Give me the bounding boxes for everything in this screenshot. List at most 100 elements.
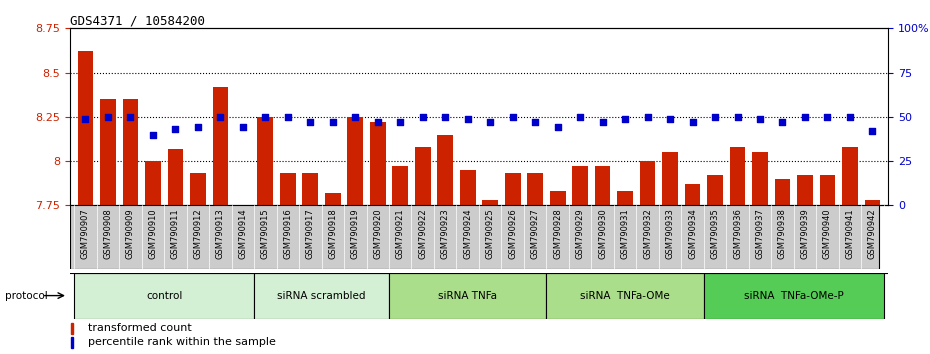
Text: GSM790935: GSM790935: [711, 209, 720, 259]
Text: GSM790919: GSM790919: [351, 209, 360, 259]
Text: control: control: [146, 291, 182, 301]
Point: [213, 114, 228, 120]
Text: siRNA  TNFa-OMe: siRNA TNFa-OMe: [580, 291, 670, 301]
Point: [730, 114, 745, 120]
Text: GSM790929: GSM790929: [576, 209, 585, 259]
Bar: [752, 152, 768, 205]
Point: [123, 114, 138, 120]
Point: [100, 114, 115, 120]
Point: [775, 119, 790, 125]
Bar: [280, 173, 296, 205]
Text: GSM790907: GSM790907: [81, 209, 90, 259]
Text: GSM790920: GSM790920: [373, 209, 382, 259]
Bar: [865, 200, 881, 205]
Point: [78, 116, 93, 121]
Point: [392, 119, 407, 125]
Point: [438, 114, 453, 120]
Bar: [662, 152, 678, 205]
Bar: [842, 147, 857, 205]
Point: [370, 119, 385, 125]
Text: GSM790913: GSM790913: [216, 209, 225, 259]
Bar: [415, 147, 431, 205]
Point: [303, 119, 318, 125]
Text: GSM790921: GSM790921: [396, 209, 405, 259]
Bar: [550, 191, 565, 205]
Bar: [392, 166, 408, 205]
Text: GSM790908: GSM790908: [103, 209, 113, 259]
Text: GDS4371 / 10584200: GDS4371 / 10584200: [70, 14, 205, 27]
Bar: [505, 173, 521, 205]
Point: [843, 114, 857, 120]
Text: GSM790922: GSM790922: [418, 209, 427, 259]
Point: [145, 132, 160, 137]
Bar: [74, 273, 254, 319]
Bar: [437, 135, 453, 205]
Bar: [618, 191, 633, 205]
Point: [662, 116, 677, 121]
Text: GSM790936: GSM790936: [733, 209, 742, 259]
Bar: [72, 337, 73, 348]
Text: GSM790942: GSM790942: [868, 209, 877, 259]
Point: [483, 119, 498, 125]
Bar: [547, 273, 704, 319]
Point: [191, 125, 206, 130]
Point: [865, 128, 880, 134]
Point: [640, 114, 655, 120]
Text: GSM790916: GSM790916: [284, 209, 292, 259]
Bar: [819, 175, 835, 205]
Text: GSM790909: GSM790909: [126, 209, 135, 259]
Bar: [325, 193, 340, 205]
Bar: [258, 117, 273, 205]
Text: protocol: protocol: [5, 291, 47, 301]
Text: GSM790930: GSM790930: [598, 209, 607, 259]
Text: GSM790912: GSM790912: [193, 209, 203, 259]
Bar: [704, 273, 884, 319]
Bar: [72, 323, 73, 334]
Text: transformed count: transformed count: [87, 323, 192, 333]
Bar: [640, 161, 656, 205]
Point: [168, 126, 183, 132]
Bar: [572, 166, 588, 205]
Bar: [797, 175, 813, 205]
Text: GSM790917: GSM790917: [306, 209, 315, 259]
Text: GSM790928: GSM790928: [553, 209, 562, 259]
Text: GSM790923: GSM790923: [441, 209, 450, 259]
Text: percentile rank within the sample: percentile rank within the sample: [87, 337, 275, 348]
Bar: [213, 87, 228, 205]
Bar: [100, 99, 116, 205]
Point: [326, 119, 340, 125]
Text: GSM790926: GSM790926: [508, 209, 517, 259]
Bar: [775, 179, 790, 205]
Point: [798, 114, 813, 120]
Text: siRNA scrambled: siRNA scrambled: [277, 291, 365, 301]
Point: [708, 114, 723, 120]
Point: [235, 125, 250, 130]
Text: GSM790927: GSM790927: [531, 209, 539, 259]
Text: GSM790937: GSM790937: [755, 209, 764, 259]
Bar: [389, 273, 547, 319]
Bar: [167, 149, 183, 205]
Bar: [707, 175, 723, 205]
Bar: [190, 173, 206, 205]
Point: [460, 116, 475, 121]
Point: [573, 114, 588, 120]
Text: siRNA TNFa: siRNA TNFa: [438, 291, 498, 301]
Point: [281, 114, 296, 120]
Bar: [595, 166, 610, 205]
Text: GSM790939: GSM790939: [801, 209, 809, 259]
Bar: [483, 200, 498, 205]
Point: [551, 125, 565, 130]
Text: GSM790914: GSM790914: [238, 209, 247, 259]
Text: GSM790915: GSM790915: [260, 209, 270, 259]
Bar: [123, 99, 139, 205]
Bar: [730, 147, 745, 205]
Bar: [527, 173, 543, 205]
Text: GSM790931: GSM790931: [620, 209, 630, 259]
Point: [348, 114, 363, 120]
Text: GSM790941: GSM790941: [845, 209, 855, 259]
Bar: [77, 51, 93, 205]
Point: [752, 116, 767, 121]
Point: [505, 114, 520, 120]
Text: siRNA  TNFa-OMe-P: siRNA TNFa-OMe-P: [744, 291, 844, 301]
Text: GSM790933: GSM790933: [666, 209, 674, 259]
